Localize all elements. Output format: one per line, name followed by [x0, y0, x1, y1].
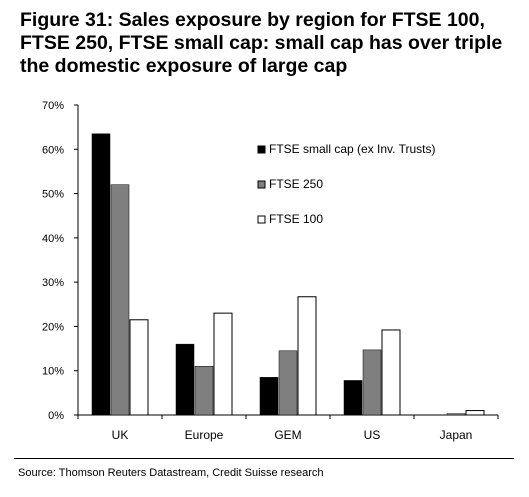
- y-tick-label: 10%: [42, 366, 64, 378]
- y-tick-label: 0%: [48, 410, 64, 422]
- bar: [259, 377, 279, 416]
- bar: [278, 350, 298, 416]
- x-axis: UK Europe GEM US Japan: [77, 414, 499, 442]
- x-tick-label: Japan: [440, 428, 473, 442]
- x-tick-label: US: [364, 428, 381, 442]
- bar: [381, 329, 401, 416]
- y-tick-label: 30%: [42, 277, 64, 289]
- legend: FTSE small cap (ex Inv. Trusts) FTSE 250 F…: [257, 142, 435, 226]
- bar: [465, 410, 485, 416]
- bar: [213, 312, 233, 416]
- y-tick-label: 50%: [42, 189, 64, 201]
- x-tick-label: Europe: [185, 428, 224, 442]
- y-tick-label: 70%: [42, 100, 64, 112]
- y-axis: 0% 10% 20% 30% 40% 50% 60% 70%: [42, 100, 79, 422]
- bar: [343, 380, 363, 416]
- bar: [110, 184, 130, 416]
- bars: [91, 133, 485, 416]
- y-tick-label: 20%: [42, 321, 64, 333]
- bar: [297, 296, 317, 416]
- y-tick-label: 60%: [42, 144, 64, 156]
- bar: [91, 133, 111, 416]
- y-tick-label: 40%: [42, 233, 64, 245]
- bar-chart: 0% 10% 20% 30% 40% 50% 60% 70% UK Europe GEM US Jap…: [42, 100, 499, 442]
- bar: [129, 319, 149, 416]
- legend-label: FTSE 100: [269, 212, 323, 226]
- bar: [446, 413, 466, 416]
- legend-label: FTSE small cap (ex Inv. Trusts): [269, 142, 435, 156]
- bar: [362, 349, 382, 416]
- bar: [175, 343, 195, 416]
- legend-swatch: [257, 215, 266, 224]
- legend-label: FTSE 250: [269, 177, 323, 191]
- figure-title: Figure 31: Sales exposure by region for …: [20, 9, 503, 77]
- x-tick-label: UK: [112, 428, 129, 442]
- legend-swatch: [257, 145, 266, 154]
- source-note: Source: Thomson Reuters Datastream, Cred…: [18, 467, 324, 479]
- source-divider: [14, 458, 514, 459]
- x-tick-label: GEM: [274, 428, 301, 442]
- legend-swatch: [257, 180, 266, 189]
- bar: [194, 366, 214, 416]
